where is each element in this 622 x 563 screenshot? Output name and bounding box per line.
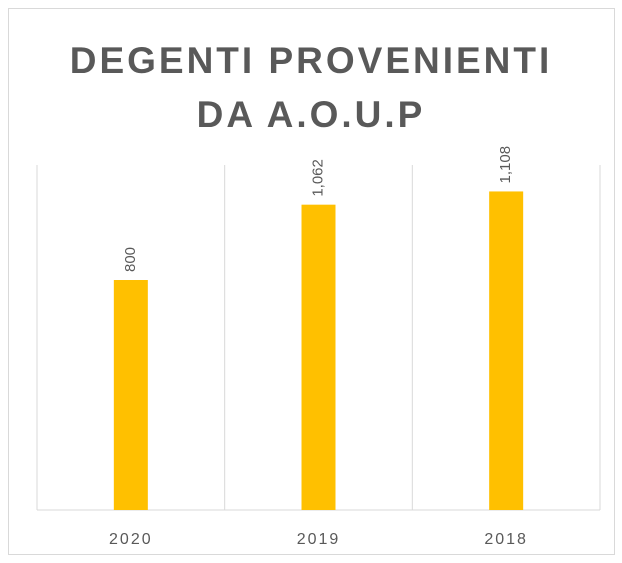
x-tick-label: 2018 bbox=[484, 531, 528, 548]
x-tick-label: 2020 bbox=[109, 531, 153, 548]
chart-title: DEGENTI PROVENIENTI DA A.O.U.P bbox=[69, 40, 553, 135]
bar bbox=[301, 204, 336, 511]
bar bbox=[489, 191, 524, 510]
bar bbox=[113, 280, 148, 510]
value-label: 1,108 bbox=[497, 146, 514, 184]
x-tick-label: 2019 bbox=[297, 531, 341, 548]
value-label: 1,062 bbox=[309, 159, 326, 197]
value-label: 800 bbox=[122, 247, 139, 272]
